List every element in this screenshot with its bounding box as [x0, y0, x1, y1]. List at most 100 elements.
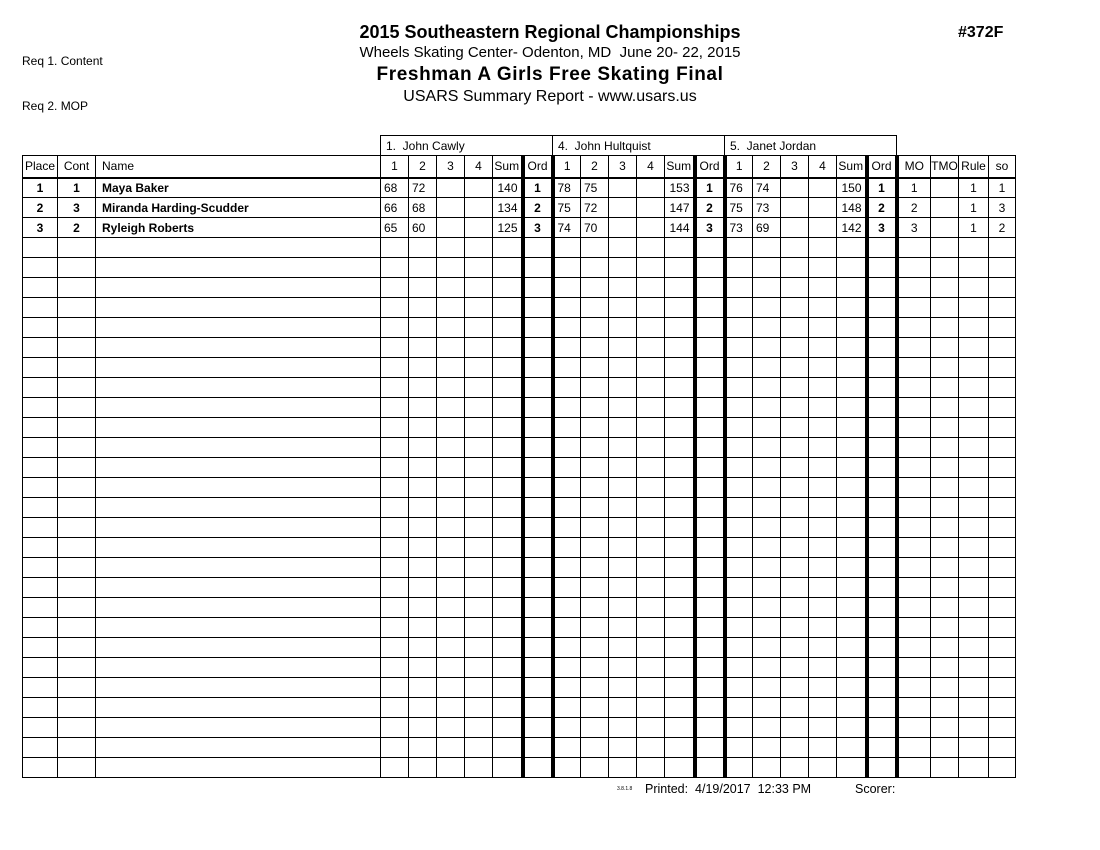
judge3-score4-cell [808, 497, 837, 518]
judge1-score2-cell [408, 577, 437, 598]
judge1-score2-cell [408, 497, 437, 518]
judge1-sum-cell [492, 677, 523, 698]
judge2-score2-cell [580, 377, 609, 398]
cont-header: Cont [57, 155, 96, 179]
judge3-ord-cell [864, 377, 899, 398]
judge1-ord-cell [520, 297, 555, 318]
mo-cell [896, 577, 931, 598]
place-cell [22, 697, 58, 718]
empty-row [22, 437, 1016, 458]
cont-cell [57, 417, 96, 438]
judge3-ord-cell [864, 717, 899, 738]
judge2-score2-cell [580, 657, 609, 678]
judge1-ord-cell [520, 437, 555, 458]
judge1-score1-cell: 68 [380, 177, 409, 198]
judge1-sum-cell [492, 437, 523, 458]
empty-row [22, 257, 1016, 278]
judge3-score3-cell [780, 357, 809, 378]
judge1-score1-cell [380, 557, 409, 578]
judge1-score3-cell [436, 517, 465, 538]
judge2-ord-cell [692, 737, 727, 758]
judge2-score3-cell [608, 257, 637, 278]
judge3-ord-cell [864, 517, 899, 538]
judge3-score2-cell [752, 617, 781, 638]
judge2-sum-cell [664, 557, 695, 578]
judge3-score4-cell [808, 217, 837, 238]
judge2-score3-cell [608, 517, 637, 538]
judge2-sum-cell [664, 517, 695, 538]
judge2-score3-cell [608, 337, 637, 358]
cont-cell [57, 517, 96, 538]
judge3-sum-cell [836, 637, 867, 658]
tmo-cell [930, 217, 959, 238]
judge2-score4-cell [636, 457, 665, 478]
judge3-score2-cell [752, 597, 781, 618]
judge3-score4-cell [808, 577, 837, 598]
judge1-score2-cell [408, 597, 437, 618]
judge1-score4-cell [464, 697, 493, 718]
judge3-score2-cell [752, 337, 781, 358]
skater-name-cell [95, 737, 381, 758]
mo-cell: 2 [896, 197, 931, 218]
judge1-score3-cell [436, 177, 465, 198]
so-cell [988, 377, 1016, 398]
judge2-score2-cell: 75 [580, 177, 609, 198]
tmo-cell [930, 737, 959, 758]
judge1-sum-cell [492, 597, 523, 618]
skater-name-cell [95, 517, 381, 538]
mo-cell [896, 237, 931, 258]
judge1-score4-cell [464, 757, 493, 778]
judge1-score2-cell [408, 757, 437, 778]
empty-row [22, 477, 1016, 498]
judge2-ord-cell: 1 [692, 177, 727, 198]
judge1-ord-cell [520, 517, 555, 538]
judge1-sum-cell [492, 317, 523, 338]
judge3-score1-cell [724, 257, 753, 278]
judge3-score4-cell [808, 617, 837, 638]
judge2-sum-cell [664, 277, 695, 298]
rule-cell [958, 417, 989, 438]
rule-cell [958, 297, 989, 318]
judge2-score3-cell [608, 497, 637, 518]
judge2-score2-cell [580, 717, 609, 738]
judge2-score2-cell [580, 277, 609, 298]
judge2-score3-cell [608, 217, 637, 238]
so-cell: 1 [988, 177, 1016, 198]
judge1-ord-cell [520, 397, 555, 418]
judge2-score2-cell [580, 477, 609, 498]
place-cell [22, 657, 58, 678]
judge2-score4-cell [636, 257, 665, 278]
judge3-score2-cell [752, 577, 781, 598]
judge1-ord-cell [520, 557, 555, 578]
judge2-ord-cell [692, 537, 727, 558]
judge1-ord-cell [520, 597, 555, 618]
rule-cell [958, 617, 989, 638]
judge1-ord-cell [520, 257, 555, 278]
judge1-sum-cell [492, 757, 523, 778]
results-table-body: 1 1 Maya Baker 68 72 140 1 78 75 153 1 76 74 150 1 1 1 1 2… [22, 177, 1016, 778]
judge3-score3-cell [780, 277, 809, 298]
judge3-score4-cell [808, 177, 837, 198]
judge1-score1-cell [380, 577, 409, 598]
judge2-score2-cell [580, 617, 609, 638]
empty-row [22, 717, 1016, 738]
place-cell: 2 [22, 197, 58, 218]
judge3-ord-cell [864, 417, 899, 438]
judge3-score1-cell [724, 497, 753, 518]
skater-name-cell [95, 317, 381, 338]
judge3-ord-cell [864, 357, 899, 378]
tmo-cell [930, 637, 959, 658]
so-cell [988, 597, 1016, 618]
requirement-note-1: Req 1. Content [22, 54, 103, 68]
judge1-ord-cell [520, 417, 555, 438]
judge-header-row: 1. John Cawly 4. John Hultquist 5. Janet… [23, 135, 1016, 156]
cont-cell: 3 [57, 197, 96, 218]
judge1-ord-cell: 1 [520, 177, 555, 198]
so-cell [988, 257, 1016, 278]
skater-name-cell [95, 537, 381, 558]
judge1-score4-cell [464, 237, 493, 258]
rule-cell [958, 737, 989, 758]
judge3-score1-cell [724, 317, 753, 338]
mo-cell [896, 517, 931, 538]
judge3-score1-cell [724, 557, 753, 578]
